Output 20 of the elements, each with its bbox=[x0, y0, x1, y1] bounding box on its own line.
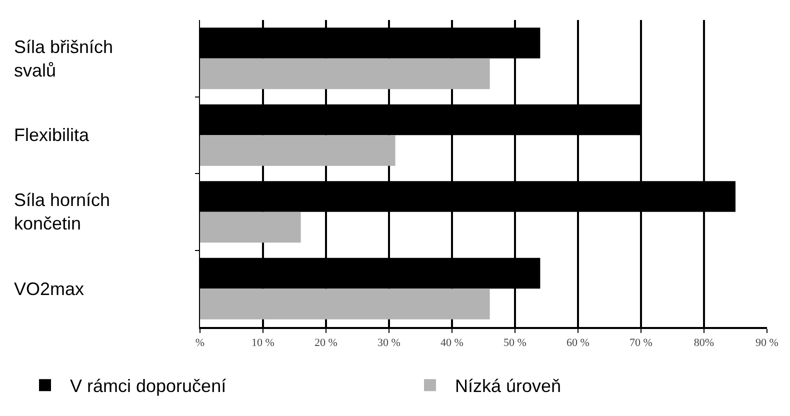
x-tick-label: % bbox=[195, 336, 205, 349]
x-tick-label: 10 % bbox=[252, 336, 274, 349]
y-tick-label: Flexibilita bbox=[14, 125, 90, 145]
legend-label: Nízká úroveň bbox=[455, 376, 562, 396]
y-tick-label: Síla břišních svalů bbox=[14, 37, 114, 80]
x-tick-label: 40 % bbox=[440, 336, 464, 349]
x-tick-label: 50 % bbox=[504, 336, 526, 349]
x-tick-label: 60 % bbox=[566, 336, 590, 349]
bar bbox=[200, 135, 396, 166]
y-tick-label: Síla horních končetin bbox=[14, 190, 110, 234]
bar bbox=[200, 58, 490, 90]
bar bbox=[200, 212, 301, 243]
x-tick-label: 80% bbox=[694, 336, 714, 349]
x-tick-label: 90 % bbox=[756, 336, 778, 349]
legend-label: V rámci doporučení bbox=[70, 376, 226, 396]
x-tick-label: 70 % bbox=[630, 336, 652, 349]
y-tick-label: VO2max bbox=[14, 279, 84, 299]
x-tick-label: 30 % bbox=[378, 336, 400, 349]
x-tick-label: 20 % bbox=[314, 336, 338, 349]
bar bbox=[200, 288, 490, 320]
